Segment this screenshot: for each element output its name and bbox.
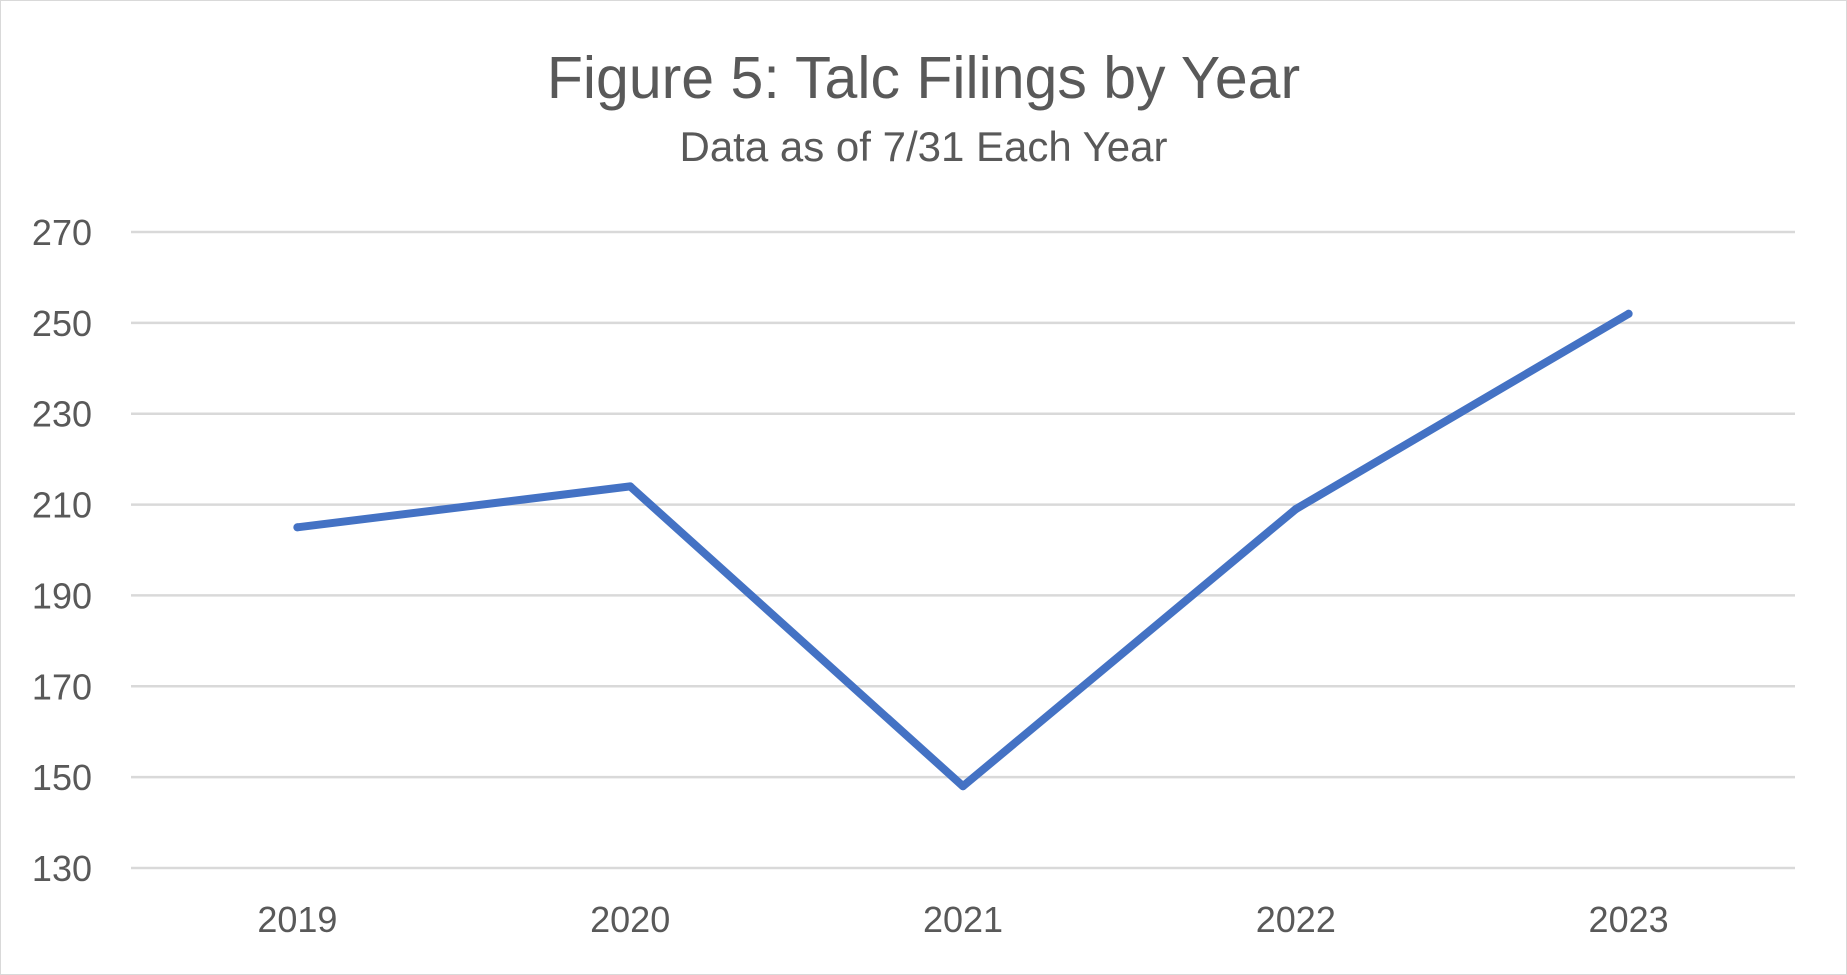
x-tick-label: 2022 <box>1256 899 1336 940</box>
y-tick-label: 130 <box>32 848 92 889</box>
data-point-2022 <box>1291 505 1300 514</box>
y-axis-labels: 130 150 170 190 210 230 250 270 <box>32 212 92 889</box>
y-tick-label: 170 <box>32 666 92 707</box>
y-tick-label: 230 <box>32 394 92 435</box>
series-layer <box>293 309 1633 791</box>
gridlines <box>131 230 1795 870</box>
chart-title: Figure 5: Talc Filings by Year <box>546 45 1301 111</box>
x-tick-label: 2019 <box>257 899 337 940</box>
x-tick-label: 2023 <box>1589 899 1669 940</box>
y-tick-label: 210 <box>32 485 92 526</box>
data-point-2019 <box>293 523 302 532</box>
data-point-2020 <box>626 482 635 491</box>
data-point-2021 <box>959 782 967 791</box>
x-tick-label: 2021 <box>923 899 1003 940</box>
chart-subtitle: Data as of 7/31 Each Year <box>679 123 1168 170</box>
series-line-0 <box>293 309 1633 791</box>
y-tick-label: 150 <box>32 757 92 798</box>
data-point-2023 <box>1624 309 1633 318</box>
x-axis-labels: 2019 2020 2021 2022 2023 <box>257 899 1668 940</box>
y-tick-label: 190 <box>32 575 92 616</box>
x-tick-label: 2020 <box>590 899 670 940</box>
y-tick-label: 270 <box>32 212 92 253</box>
y-tick-label: 250 <box>32 303 92 344</box>
